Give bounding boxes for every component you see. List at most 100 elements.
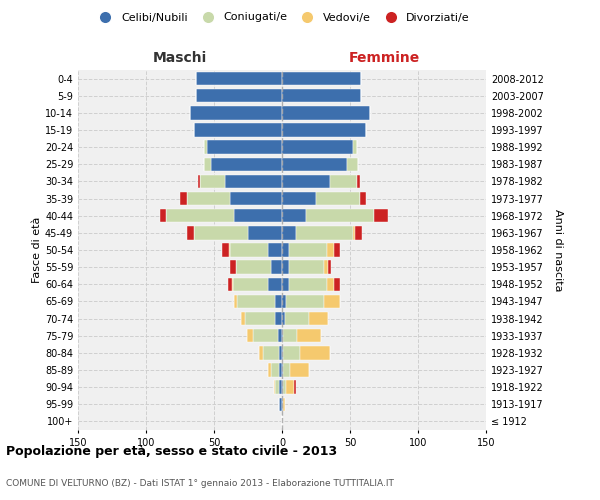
Bar	[327, 278, 334, 291]
Bar	[334, 244, 340, 256]
Bar	[286, 380, 294, 394]
Bar	[274, 380, 275, 394]
Bar	[289, 260, 324, 274]
Bar	[196, 72, 282, 86]
Bar	[205, 140, 207, 154]
Bar	[282, 312, 285, 326]
Bar	[247, 329, 253, 342]
Bar	[232, 278, 233, 291]
Bar	[329, 174, 357, 188]
Text: Maschi: Maschi	[153, 51, 207, 65]
Bar	[296, 226, 353, 239]
Bar	[180, 192, 187, 205]
Bar	[275, 312, 282, 326]
Bar	[282, 294, 286, 308]
Bar	[374, 209, 388, 222]
Bar	[279, 398, 282, 411]
Bar	[282, 226, 296, 239]
Bar	[357, 174, 359, 188]
Y-axis label: Fasce di età: Fasce di età	[32, 217, 42, 283]
Bar	[263, 346, 279, 360]
Text: Femmine: Femmine	[349, 51, 419, 65]
Bar	[282, 329, 283, 342]
Bar	[275, 380, 279, 394]
Bar	[282, 89, 361, 102]
Bar	[237, 294, 275, 308]
Bar	[282, 364, 283, 376]
Text: Popolazione per età, sesso e stato civile - 2013: Popolazione per età, sesso e stato civil…	[6, 444, 337, 458]
Bar	[230, 260, 236, 274]
Bar	[282, 140, 353, 154]
Bar	[230, 192, 282, 205]
Bar	[190, 106, 282, 120]
Bar	[328, 260, 331, 274]
Bar	[359, 192, 367, 205]
Bar	[279, 380, 282, 394]
Bar	[283, 380, 286, 394]
Bar	[211, 158, 282, 171]
Bar	[297, 329, 322, 342]
Bar	[248, 226, 282, 239]
Bar	[233, 278, 268, 291]
Bar	[282, 398, 283, 411]
Bar	[275, 294, 282, 308]
Bar	[187, 192, 230, 205]
Bar	[282, 260, 289, 274]
Bar	[271, 364, 279, 376]
Bar	[268, 278, 282, 291]
Bar	[207, 140, 282, 154]
Bar	[282, 346, 283, 360]
Bar	[197, 174, 200, 188]
Bar	[294, 380, 296, 394]
Bar	[235, 209, 282, 222]
Bar	[166, 209, 235, 222]
Bar	[282, 209, 307, 222]
Bar	[259, 346, 263, 360]
Text: COMUNE DI VELTURNO (BZ) - Dati ISTAT 1° gennaio 2013 - Elaborazione TUTTITALIA.I: COMUNE DI VELTURNO (BZ) - Dati ISTAT 1° …	[6, 478, 394, 488]
Y-axis label: Anni di nascita: Anni di nascita	[553, 209, 563, 291]
Bar	[268, 244, 282, 256]
Bar	[282, 244, 289, 256]
Bar	[279, 364, 282, 376]
Bar	[236, 260, 271, 274]
Bar	[289, 244, 327, 256]
Bar	[245, 312, 275, 326]
Bar	[282, 158, 347, 171]
Bar	[282, 380, 283, 394]
Bar	[282, 72, 361, 86]
Bar	[229, 244, 230, 256]
Bar	[253, 329, 278, 342]
Bar	[268, 364, 271, 376]
Bar	[222, 244, 229, 256]
Bar	[282, 192, 316, 205]
Bar	[353, 140, 357, 154]
Bar	[160, 209, 166, 222]
Bar	[283, 329, 297, 342]
Legend: Celibi/Nubili, Coniugati/e, Vedovi/e, Divorziati/e: Celibi/Nubili, Coniugati/e, Vedovi/e, Di…	[90, 8, 474, 27]
Bar	[355, 226, 362, 239]
Bar	[283, 398, 285, 411]
Bar	[299, 346, 329, 360]
Bar	[196, 89, 282, 102]
Bar	[353, 226, 355, 239]
Bar	[282, 278, 289, 291]
Bar	[309, 312, 328, 326]
Bar	[283, 346, 299, 360]
Bar	[289, 278, 327, 291]
Bar	[324, 294, 340, 308]
Bar	[282, 174, 329, 188]
Bar	[235, 294, 237, 308]
Bar	[290, 364, 309, 376]
Bar	[227, 278, 232, 291]
Bar	[194, 124, 282, 136]
Bar	[316, 192, 359, 205]
Bar	[278, 329, 282, 342]
Bar	[285, 312, 309, 326]
Bar	[187, 226, 194, 239]
Bar	[307, 209, 374, 222]
Bar	[225, 174, 282, 188]
Bar	[283, 364, 290, 376]
Bar	[324, 260, 328, 274]
Bar	[347, 158, 358, 171]
Bar	[205, 158, 211, 171]
